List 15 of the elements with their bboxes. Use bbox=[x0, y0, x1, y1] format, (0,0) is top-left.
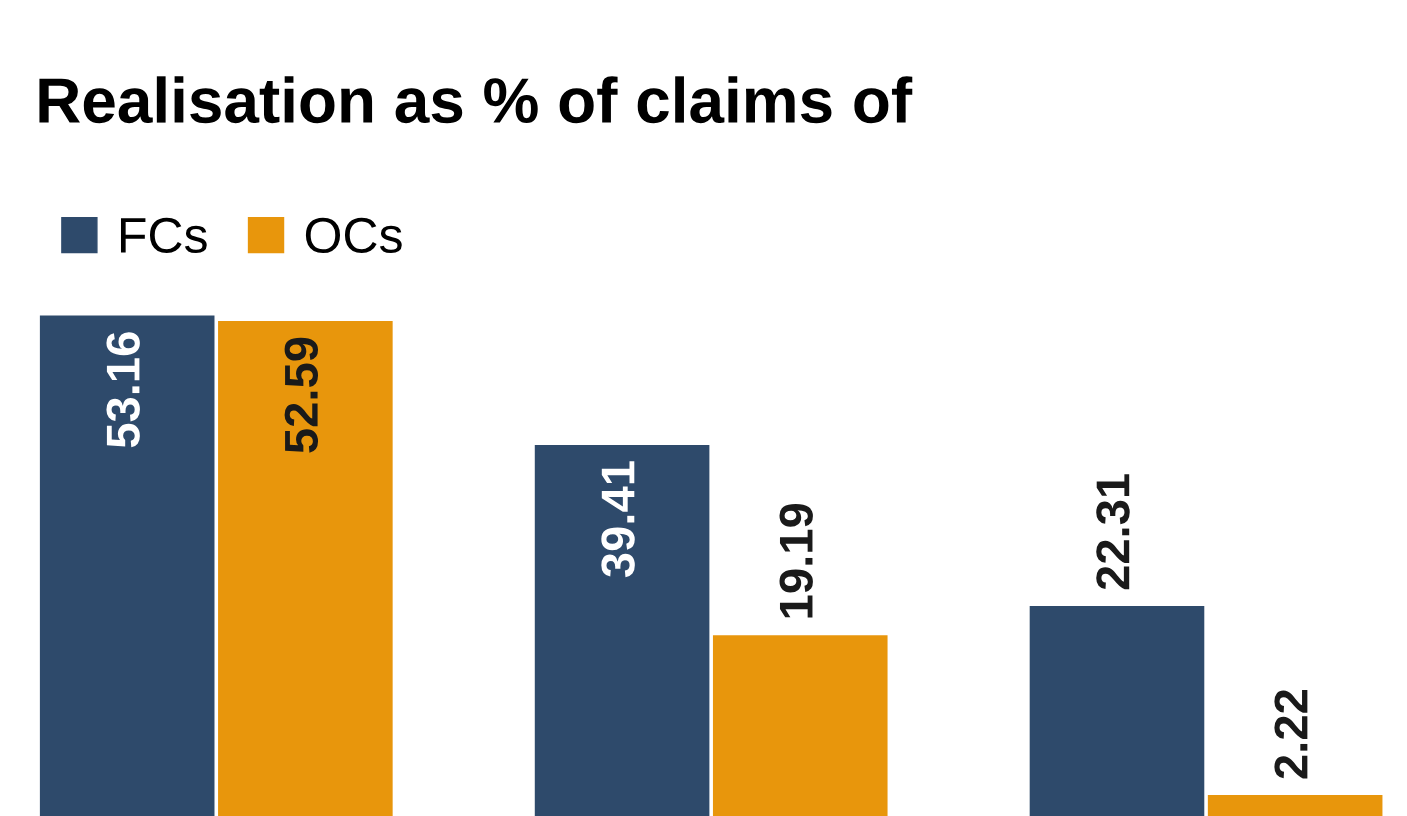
bar bbox=[1029, 606, 1205, 816]
bar bbox=[712, 635, 888, 816]
data-label: 22.31 bbox=[1096, 474, 1130, 590]
bar bbox=[39, 315, 215, 816]
chart-title: Realisation as % of claims of bbox=[39, 76, 913, 124]
legend-label: OCs bbox=[305, 217, 402, 254]
data-label: 2.22 bbox=[1274, 690, 1308, 779]
data-label: 19.19 bbox=[779, 503, 813, 618]
data-label: 52.59 bbox=[284, 337, 319, 453]
data-label: 39.41 bbox=[601, 461, 635, 578]
bar bbox=[1207, 795, 1383, 816]
bar bbox=[218, 320, 393, 816]
bar bbox=[534, 445, 710, 816]
data-label: 53.16 bbox=[106, 332, 140, 448]
legend-label: FCs bbox=[120, 217, 207, 254]
